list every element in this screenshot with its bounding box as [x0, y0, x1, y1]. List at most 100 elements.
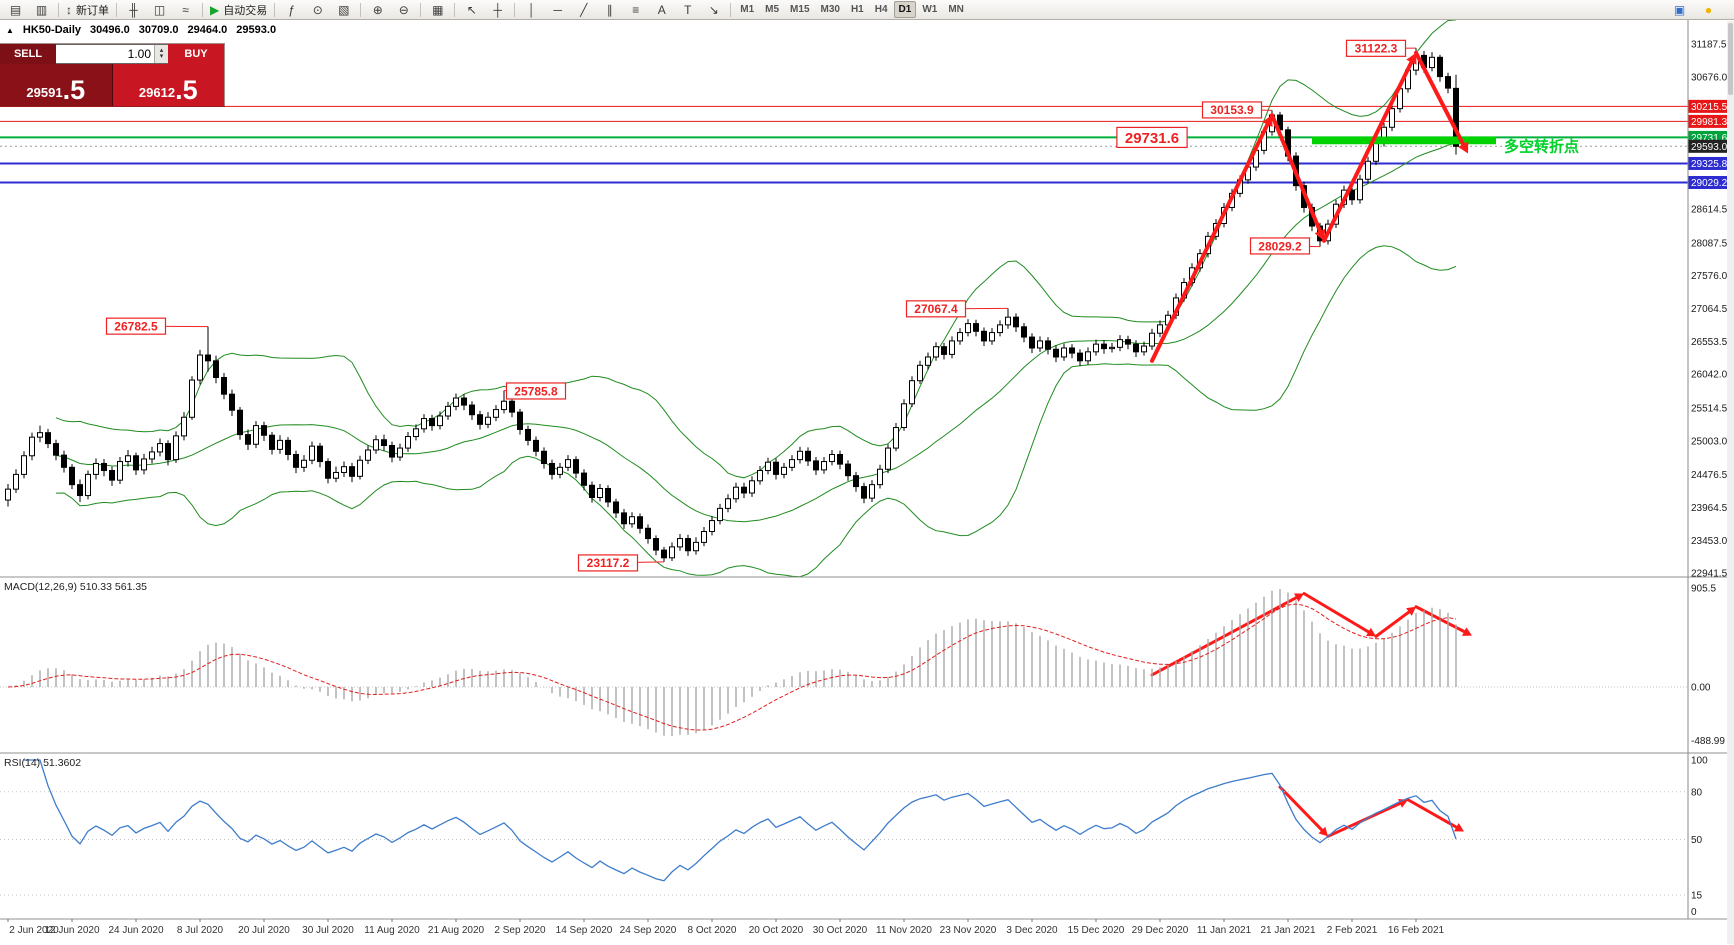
toolbar-separator: [730, 2, 732, 17]
vertical-scrollbar[interactable]: [1727, 21, 1734, 944]
timeframe-m30[interactable]: M30: [820, 4, 840, 15]
svg-text:25785.8: 25785.8: [514, 384, 558, 398]
zoom-in-icon: ⊕: [372, 2, 383, 17]
svg-text:14 Sep 2020: 14 Sep 2020: [556, 925, 613, 936]
timeframe-d1[interactable]: D1: [893, 1, 917, 18]
periods-clock-icon: ⊙: [312, 2, 323, 17]
chart-plot-area[interactable]: [0, 20, 1734, 945]
templates-button[interactable]: ▧: [331, 0, 356, 19]
panel-collapse-icon[interactable]: ▲: [6, 25, 14, 35]
sell-price[interactable]: 29591.5: [0, 64, 113, 106]
svg-text:28614.5: 28614.5: [1691, 205, 1728, 216]
svg-text:0.00: 0.00: [1691, 683, 1711, 694]
price-annotations[interactable]: 26782.5 25785.8 23117.2 27067.4 30153.9 28029…: [105, 39, 1417, 572]
svg-text:31187.5: 31187.5: [1691, 40, 1727, 51]
zoom-out-button[interactable]: ⊖: [391, 0, 416, 19]
community-icon: ▣: [1673, 2, 1686, 17]
trendline-icon: ╱: [580, 2, 588, 17]
candlestick-chart-button[interactable]: ◫: [147, 0, 172, 19]
chart-window-icon: ▤: [9, 2, 22, 17]
timeframe-h4[interactable]: H4: [874, 4, 888, 15]
periodicity-button[interactable]: ⊙: [305, 0, 330, 19]
svg-text:22941.5: 22941.5: [1691, 569, 1728, 580]
autotrading-button-label: 自动交易: [223, 4, 268, 17]
new-order-button[interactable]: ↕ 新订单: [63, 0, 112, 19]
channel-button[interactable]: ∥: [597, 0, 622, 19]
bar-chart-icon: ╫: [129, 2, 138, 17]
svg-text:25003.0: 25003.0: [1691, 436, 1728, 447]
volume-up-arrow-icon[interactable]: ▴: [159, 47, 164, 54]
new-chart-button[interactable]: ▤: [3, 0, 28, 19]
timeframe-w1[interactable]: W1: [922, 4, 938, 15]
svg-text:11 Jan 2021: 11 Jan 2021: [1197, 925, 1252, 936]
svg-text:23 Nov 2020: 23 Nov 2020: [940, 925, 997, 936]
support-zone-band[interactable]: [1312, 136, 1496, 145]
buy-price[interactable]: 29612.5: [112, 64, 224, 106]
buy-button[interactable]: BUY: [168, 44, 224, 64]
toolbar-separator: [360, 2, 362, 17]
ohlc-low: 29464.0: [187, 24, 228, 36]
svg-text:2 Sep 2020: 2 Sep 2020: [494, 925, 546, 936]
svg-text:23453.0: 23453.0: [1691, 536, 1728, 547]
svg-text:29731.6: 29731.6: [1691, 133, 1728, 144]
timeframe-m5[interactable]: M5: [765, 4, 780, 15]
autotrading-button[interactable]: ▶ 自动交易: [207, 0, 270, 19]
tile-windows-button[interactable]: ▦: [425, 0, 450, 19]
line-chart-icon: ≈: [182, 2, 189, 17]
turning-point-note[interactable]: 多空转折点: [1504, 138, 1579, 156]
line-chart-button[interactable]: ≈: [173, 0, 198, 19]
text-button[interactable]: A: [649, 0, 674, 19]
text-label-button[interactable]: T: [675, 0, 700, 19]
svg-text:12 Jun 2020: 12 Jun 2020: [44, 925, 99, 936]
svg-text:21 Jan 2021: 21 Jan 2021: [1260, 925, 1315, 936]
volume-value: 1.00: [127, 47, 151, 61]
cursor-icon: ↖: [466, 2, 477, 17]
community-button[interactable]: ▣: [1667, 0, 1692, 19]
zoom-in-button[interactable]: ⊕: [365, 0, 390, 19]
templates-icon: ▧: [338, 2, 350, 17]
trend-arrows[interactable]: [1150, 50, 1472, 838]
volume-stepper: ▴ ▾: [154, 45, 168, 63]
svg-text:8 Jul 2020: 8 Jul 2020: [177, 925, 224, 936]
profiles-button[interactable]: ▥: [29, 0, 54, 19]
fibonacci-button[interactable]: ≡: [623, 0, 648, 19]
svg-text:29593.0: 29593.0: [1691, 142, 1728, 153]
svg-text:RSI(14) 51.3602: RSI(14) 51.3602: [4, 757, 81, 769]
cursor-button[interactable]: ↖: [459, 0, 484, 19]
bar-chart-button[interactable]: ╫: [121, 0, 146, 19]
notification-button[interactable]: ●: [1696, 0, 1721, 19]
toolbar-separator: [454, 2, 456, 17]
sell-button[interactable]: SELL: [0, 44, 56, 64]
rsi-panel: RSI(14) 51.3602: [0, 757, 1688, 896]
new-order-button-label: 新订单: [76, 4, 109, 17]
svg-text:28087.5: 28087.5: [1691, 238, 1728, 249]
arrows-button[interactable]: ↘: [701, 0, 726, 19]
svg-text:16 Feb 2021: 16 Feb 2021: [1388, 925, 1445, 936]
candlestick-series: [5, 48, 1459, 562]
svg-text:28029.2: 28029.2: [1258, 239, 1302, 253]
timeframe-m1[interactable]: M1: [740, 4, 755, 15]
horizontal-line-button[interactable]: ─: [545, 0, 570, 19]
timeframe-mn[interactable]: MN: [948, 4, 964, 15]
timeframe-h1[interactable]: H1: [850, 4, 864, 15]
svg-text:29325.8: 29325.8: [1691, 159, 1728, 170]
volume-down-arrow-icon[interactable]: ▾: [159, 53, 164, 60]
indicators-button[interactable]: ƒ: [279, 0, 304, 19]
svg-text:30 Oct 2020: 30 Oct 2020: [813, 925, 868, 936]
sell-price-pips: .5: [62, 75, 86, 106]
text-label-icon: T: [684, 2, 692, 17]
buy-price-pips: .5: [175, 75, 198, 106]
chart-ohlc-line: ▲ HK50-Daily 30496.0 30709.0 29464.0 295…: [6, 24, 276, 36]
timeframe-m15[interactable]: M15: [790, 4, 810, 15]
svg-text:MACD(12,26,9) 510.33 561.35: MACD(12,26,9) 510.33 561.35: [4, 581, 147, 593]
crosshair-button[interactable]: ┼: [485, 0, 510, 19]
svg-text:23964.5: 23964.5: [1691, 503, 1728, 514]
volume-field[interactable]: 1.00 ▴ ▾: [56, 44, 168, 64]
tile-windows-icon: ▦: [432, 2, 444, 17]
toolbar-separator: [274, 2, 276, 17]
symbol-name: HK50-Daily: [22, 24, 81, 36]
vertical-line-button[interactable]: │: [519, 0, 544, 19]
trendline-button[interactable]: ╱: [571, 0, 596, 19]
